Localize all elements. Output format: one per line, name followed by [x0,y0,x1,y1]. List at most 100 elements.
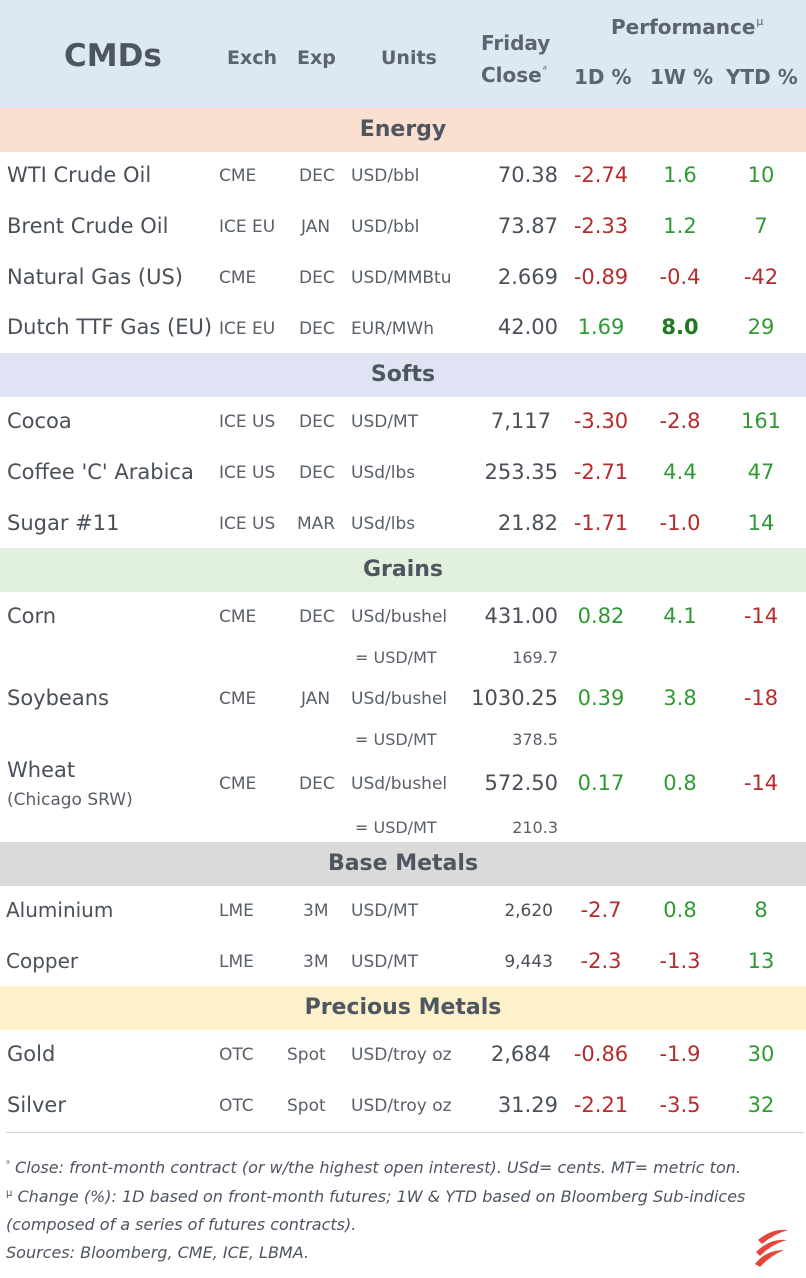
table-row: WTI Crude Oil CME DEC USD/bbl 70.38 -2.7… [0,152,806,203]
perf-1d: -0.86 [573,1042,629,1066]
col-header-performance: Performanceµ [611,15,763,39]
commodity-name: Sugar #11 [7,511,120,535]
units: USd/bushel [351,774,448,794]
units: USD/troy oz [351,1045,452,1065]
table-row: Cocoa ICE US DEC USD/MT 7,117 -3.30 -2.8… [0,397,806,448]
converted-close: 378.5 [512,730,558,749]
converted-units: = USD/MT [355,730,437,749]
perf-ytd: -42 [743,265,779,289]
friday-close: 21.82 [497,511,558,535]
perf-1d: 1.69 [577,315,625,339]
perf-1w: -1.3 [659,949,701,973]
converted-close: 169.7 [512,648,558,667]
table-row: Coffee 'C' Arabica ICE US DEC USd/lbs 25… [0,448,806,499]
exchange: CME [219,166,257,186]
footnote-close-text: Close: front-month contract (or w/the hi… [15,1158,741,1177]
perf-1w: 4.1 [663,604,697,628]
units: USd/lbs [351,514,416,534]
commodity-name: Aluminium [6,898,114,922]
perf-ytd: -18 [743,686,779,710]
units: USd/bushel [351,689,448,709]
perf-ytd: 10 [747,163,775,187]
section-title: Precious Metals [304,995,502,1020]
perf-1w: 0.8 [663,898,697,922]
perf-ytd: 29 [747,315,775,339]
units: USd/lbs [351,463,416,483]
friday-close: 42.00 [497,315,558,339]
expiry: Spot [287,1096,326,1116]
commodity-name: WTI Crude Oil [7,163,152,187]
converted-close: 210.3 [512,818,558,837]
units: USD/bbl [351,166,420,186]
col-header-ytd: YTD % [726,65,798,89]
col-header-performance-label: Performance [611,15,756,39]
perf-1w: 1.2 [663,214,697,238]
units: USD/MMBtu [351,268,452,288]
footnote-change-cont: (composed of a series of futures contrac… [6,1215,357,1234]
commodity-name: Corn [7,604,57,628]
perf-ytd: 7 [754,214,768,238]
col-header-1w: 1W % [650,65,713,89]
exchange: OTC [219,1045,254,1065]
commodity-name: Silver [7,1093,66,1117]
exchange: CME [219,689,257,709]
footnote-mark-close: ᵃ [6,1159,10,1170]
footnote-change-text: Change (%): 1D based on front-month futu… [17,1187,746,1206]
col-header-exch: Exch [227,47,278,69]
exchange: ICE EU [219,217,276,237]
section-title: Grains [362,557,444,582]
perf-1d: -2.33 [573,214,629,238]
perf-1d: -2.74 [573,163,629,187]
perf-1w: -0.4 [659,265,701,289]
perf-1d: -3.30 [573,409,629,433]
units: USD/MT [351,901,419,921]
perf-1d: -2.7 [580,898,622,922]
table-row: Brent Crude Oil ICE EU JAN USD/bbl 73.87… [0,203,806,254]
expiry: DEC [299,774,335,794]
commodity-name: Cocoa [7,409,72,433]
table-row: Aluminium LME 3M USD/MT 2,620 -2.7 0.8 8 [0,886,806,937]
table-row: Soybeans CME JAN USd/bushel 1030.25 0.39… [0,674,806,756]
perf-1d: -2.21 [573,1093,629,1117]
friday-close: 253.35 [484,460,558,484]
section-title: Base Metals [327,851,479,876]
footnote-sources: Sources: Bloomberg, CME, ICE, LBMA. [6,1243,310,1262]
units: USd/bushel [351,607,448,627]
units: EUR/MWh [351,319,434,339]
expiry: DEC [299,268,335,288]
perf-1d: -0.89 [573,265,629,289]
commodity-name: Gold [7,1042,56,1066]
col-header-close-label: Close [481,63,542,87]
expiry: DEC [299,463,335,483]
col-header-exp: Exp [297,47,336,69]
perf-1w: -1.0 [659,511,701,535]
commodity-name: Wheat [7,758,76,782]
footnote-mark-change: µ [6,1188,13,1199]
perf-1w: 1.6 [663,163,697,187]
expiry: 3M [303,952,329,972]
exchange: ICE US [219,412,276,432]
col-header-units: Units [381,47,437,69]
expiry: JAN [301,689,331,709]
table-row: Corn CME DEC USd/bushel 431.00 0.82 4.1 … [0,592,806,674]
expiry: DEC [299,319,335,339]
exchange: LME [219,952,254,972]
friday-close: 31.29 [497,1093,558,1117]
brand-logo-icon [754,1226,790,1268]
perf-ytd: 8 [754,898,768,922]
section-title: Energy [359,117,447,142]
units: USD/troy oz [351,1096,452,1116]
table-row: Gold OTC Spot USD/troy oz 2,684 -0.86 -1… [0,1030,806,1081]
table-row: Natural Gas (US) CME DEC USD/MMBtu 2.669… [0,254,806,305]
friday-close: 73.87 [497,214,558,238]
perf-ytd: 30 [747,1042,775,1066]
perf-1d: -2.71 [573,460,629,484]
exchange: CME [219,607,257,627]
exchange: ICE US [219,514,276,534]
perf-1w: 3.8 [663,686,697,710]
table-header: CMDs Exch Exp Units Friday Closeᵃ Perfor… [0,0,806,108]
perf-ytd: 14 [747,511,775,535]
section-precious-metals: Precious Metals [0,986,806,1030]
expiry: DEC [299,412,335,432]
expiry: MAR [297,514,336,534]
